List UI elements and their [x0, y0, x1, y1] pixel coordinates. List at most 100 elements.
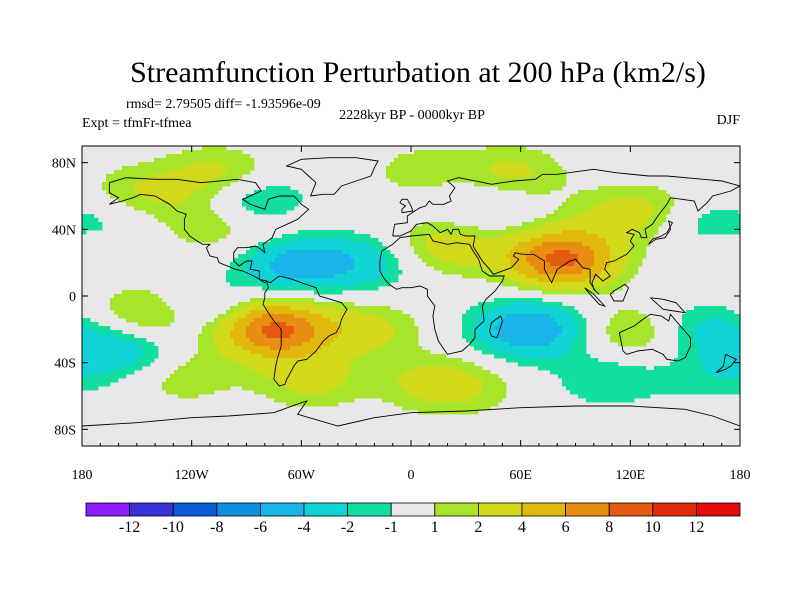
field-cell [202, 326, 207, 331]
field-cell [362, 346, 367, 351]
field-cell [146, 346, 151, 351]
field-cell [502, 306, 507, 311]
field-cell [274, 354, 279, 359]
field-cell [610, 202, 615, 207]
field-cell [606, 366, 611, 371]
field-cell [126, 198, 131, 203]
field-cell [594, 202, 599, 207]
field-cell [470, 230, 475, 235]
field-cell [278, 302, 283, 307]
field-cell [538, 170, 543, 175]
field-cell [374, 322, 379, 327]
field-cell [210, 170, 215, 175]
field-cell [506, 282, 511, 287]
field-cell [230, 162, 235, 167]
field-cell [286, 322, 291, 327]
field-cell [346, 246, 351, 251]
field-cell [258, 282, 263, 287]
field-cell [502, 246, 507, 251]
field-cell [446, 226, 451, 231]
field-cell [178, 370, 183, 375]
field-cell [418, 178, 423, 183]
field-cell [450, 262, 455, 267]
field-cell [82, 366, 87, 371]
field-cell [486, 174, 491, 179]
field-cell [626, 366, 631, 371]
field-cell [342, 358, 347, 363]
field-cell [202, 238, 207, 243]
field-cell [470, 270, 475, 275]
field-cell [462, 254, 467, 259]
field-cell [198, 166, 203, 171]
field-cell [682, 326, 687, 331]
field-cell [450, 270, 455, 275]
field-cell [418, 174, 423, 179]
field-cell [306, 262, 311, 267]
field-cell [386, 322, 391, 327]
field-cell [314, 346, 319, 351]
field-cell [234, 338, 239, 343]
field-cell [166, 154, 171, 159]
field-cell [418, 238, 423, 243]
field-cell [530, 154, 535, 159]
field-cell [294, 266, 299, 271]
field-cell [706, 318, 711, 323]
field-cell [230, 262, 235, 267]
field-cell [202, 222, 207, 227]
field-cell [366, 274, 371, 279]
field-cell [386, 250, 391, 255]
field-cell [510, 154, 515, 159]
field-cell [606, 186, 611, 191]
field-cell [234, 274, 239, 279]
field-cell [466, 274, 471, 279]
field-cell [438, 266, 443, 271]
field-cell [386, 310, 391, 315]
field-cell [686, 322, 691, 327]
field-cell [198, 238, 203, 243]
field-cell [650, 202, 655, 207]
field-cell [262, 334, 267, 339]
field-cell [510, 310, 515, 315]
field-cell [626, 194, 631, 199]
field-cell [342, 362, 347, 367]
field-cell [254, 350, 259, 355]
field-cell [734, 314, 739, 319]
field-cell [526, 358, 531, 363]
field-cell [546, 214, 551, 219]
field-cell [490, 326, 495, 331]
field-cell [646, 318, 651, 323]
field-cell [510, 346, 515, 351]
field-cell [214, 370, 219, 375]
field-cell [150, 350, 155, 355]
field-cell [542, 350, 547, 355]
field-cell [398, 334, 403, 339]
field-cell [638, 214, 643, 219]
field-cell [578, 326, 583, 331]
field-cell [694, 338, 699, 343]
field-cell [214, 146, 219, 151]
field-cell [542, 246, 547, 251]
field-cell [382, 342, 387, 347]
field-cell [630, 338, 635, 343]
field-cell [238, 170, 243, 175]
field-cell [114, 174, 119, 179]
field-cell [470, 370, 475, 375]
field-cell [118, 198, 123, 203]
field-cell [430, 154, 435, 159]
field-cell [474, 274, 479, 279]
field-cell [162, 202, 167, 207]
field-cell [722, 370, 727, 375]
field-cell [174, 198, 179, 203]
field-cell [466, 322, 471, 327]
field-cell [634, 214, 639, 219]
field-cell [138, 290, 143, 295]
field-cell [102, 330, 107, 335]
field-cell [694, 326, 699, 331]
field-cell [526, 238, 531, 243]
field-cell [242, 314, 247, 319]
field-cell [130, 342, 135, 347]
field-cell [86, 218, 91, 223]
field-cell [246, 330, 251, 335]
field-cell [250, 310, 255, 315]
field-cell [562, 170, 567, 175]
